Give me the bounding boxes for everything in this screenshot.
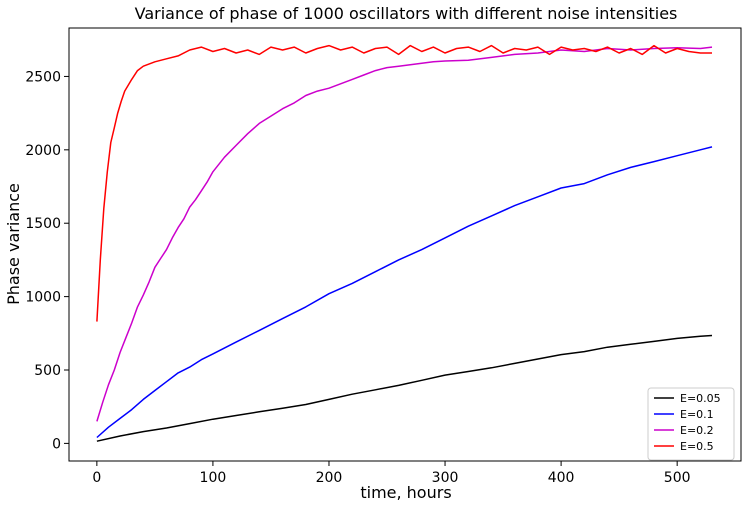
legend-box <box>647 387 735 461</box>
y-axis-label: Phase variance <box>4 183 23 305</box>
plot-frame <box>68 27 742 462</box>
y-tick-label: 2000 <box>25 143 61 159</box>
x-tick-label: 300 <box>432 470 459 486</box>
legend-label: E=0.2 <box>680 424 714 437</box>
x-tick-label: 100 <box>200 470 227 486</box>
legend-label: E=0.1 <box>680 408 714 421</box>
x-tick-label: 200 <box>316 470 343 486</box>
chart-title: Variance of phase of 1000 oscillators wi… <box>135 4 678 23</box>
x-tick-label: 0 <box>92 470 101 486</box>
x-axis-label: time, hours <box>360 483 451 502</box>
legend-label: E=0.05 <box>680 392 721 405</box>
series-line-e-0-05 <box>96 334 713 442</box>
y-tick-label: 1500 <box>25 216 61 232</box>
series-line-e-0-1 <box>96 146 713 439</box>
x-tick-label: 400 <box>548 470 575 486</box>
series-line-e-0-5 <box>96 44 712 322</box>
x-tick-label: 500 <box>664 470 691 486</box>
y-tick-label: 2500 <box>25 69 61 85</box>
y-tick-label: 0 <box>52 436 61 452</box>
y-tick-label: 500 <box>34 363 61 379</box>
series-line-e-0-2 <box>96 46 713 422</box>
plot-area: 0 100 200 300 400 500 0 500 1000 1500 2000 2500 <box>25 27 742 486</box>
y-tick-label: 1000 <box>25 290 61 306</box>
legend: E=0.05 E=0.1 E=0.2 E=0.5 <box>647 387 735 461</box>
legend-label: E=0.5 <box>680 440 714 453</box>
